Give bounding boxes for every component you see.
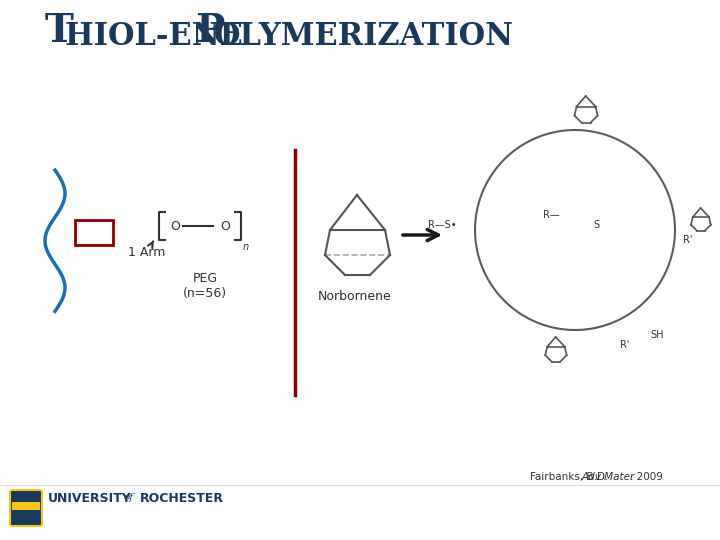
Text: R—S•: R—S• xyxy=(428,220,457,230)
Text: T: T xyxy=(45,12,74,50)
Text: ROCHESTER: ROCHESTER xyxy=(140,491,224,504)
Text: R': R' xyxy=(683,235,693,245)
Text: P: P xyxy=(195,12,225,50)
Text: PEG
(n=56): PEG (n=56) xyxy=(183,272,227,300)
Text: O: O xyxy=(170,219,180,233)
Text: . 2009: . 2009 xyxy=(630,472,663,482)
Text: 1 Arm: 1 Arm xyxy=(128,241,166,260)
Text: Norbornene: Norbornene xyxy=(318,290,392,303)
Text: HIOL-ENE: HIOL-ENE xyxy=(65,21,253,52)
Text: of: of xyxy=(124,494,134,503)
Text: SH: SH xyxy=(650,330,664,340)
FancyBboxPatch shape xyxy=(10,490,42,526)
Text: Fairbanks, B.D.: Fairbanks, B.D. xyxy=(530,472,611,482)
Text: O: O xyxy=(220,219,230,233)
Text: n: n xyxy=(243,242,249,252)
Text: R—: R— xyxy=(544,210,560,220)
Text: R': R' xyxy=(621,340,630,350)
Text: S: S xyxy=(593,220,599,230)
Text: UNIVERSITY: UNIVERSITY xyxy=(48,491,132,504)
FancyBboxPatch shape xyxy=(12,502,40,510)
Text: Adv Mater: Adv Mater xyxy=(582,472,635,482)
Text: OLYMERIZATION: OLYMERIZATION xyxy=(214,21,514,52)
